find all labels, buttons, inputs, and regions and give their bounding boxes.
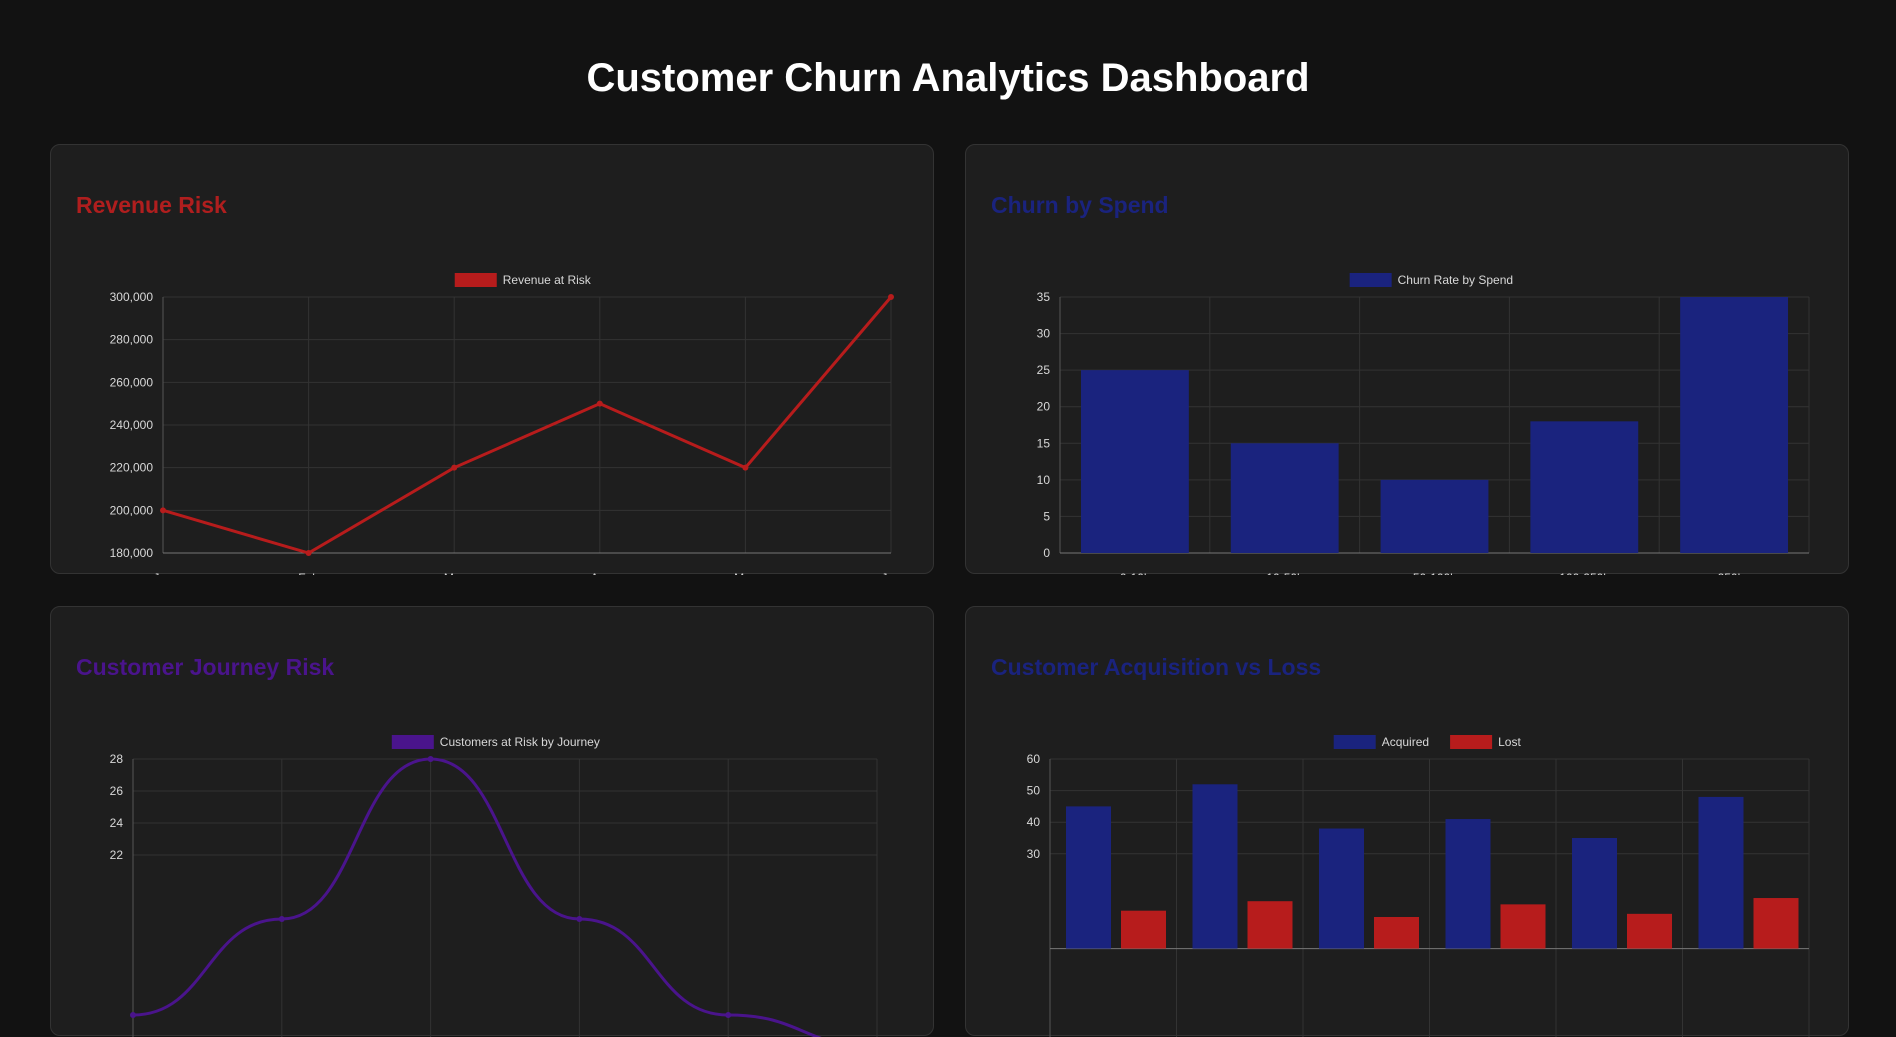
customer-journey-risk-chart[interactable]: Customers at Risk by Journey 28 26 24 22	[51, 607, 935, 1037]
bar-lost-2	[1374, 917, 1419, 949]
bar-lost-4	[1627, 913, 1672, 949]
y-tick-label: 50	[1027, 784, 1041, 798]
legend-label-1: Lost	[1498, 735, 1521, 749]
y-tick-label: 260,000	[110, 375, 154, 389]
x-tick-label: 100-250k	[1559, 571, 1610, 575]
y-tick-label: 20	[1037, 400, 1051, 414]
bar-acquired-0	[1066, 806, 1111, 949]
data-point-	[725, 1012, 732, 1018]
data-point-	[576, 916, 583, 922]
bar-acquired-3	[1445, 819, 1491, 949]
x-tick-label: Apr	[590, 571, 609, 575]
revenue-risk-card: Revenue Risk Revenue at Risk 300,000 280,0…	[50, 144, 935, 575]
data-point-	[427, 756, 434, 762]
card-title: Customer Journey Risk	[76, 654, 335, 680]
revenue-risk-chart[interactable]: Revenue at Risk 300,000 280,000 260,000 240,…	[51, 145, 935, 575]
data-point-Jun	[888, 294, 894, 300]
legend-label-0: Churn Rate by Spend	[1398, 273, 1513, 287]
bar-lost-5	[1753, 898, 1799, 949]
card-title: Revenue Risk	[76, 192, 227, 218]
y-tick-label: 220,000	[110, 461, 154, 475]
bar-churn-rate-by-spend-4	[1680, 297, 1789, 553]
legend-swatch-1	[1450, 735, 1493, 749]
y-tick-label: 180,000	[110, 546, 154, 560]
customer-journey-risk-card: Customer Journey Risk Customers at Risk …	[50, 606, 935, 1037]
legend-swatch-0	[454, 273, 497, 287]
page-title: Customer Churn Analytics Dashboard	[586, 56, 1310, 100]
y-tick-label: 28	[110, 752, 124, 766]
x-tick-label: Jan	[153, 571, 172, 575]
bar-churn-rate-by-spend-0	[1080, 370, 1189, 553]
legend-swatch-0	[391, 735, 434, 749]
legend-label-0: Acquired	[1382, 735, 1429, 749]
y-tick-label: 22	[110, 848, 124, 862]
data-point-May	[742, 464, 749, 471]
data-point-Mar	[451, 464, 458, 471]
y-tick-label: 5	[1043, 509, 1050, 523]
x-tick-label: May	[734, 571, 757, 575]
x-tick-label: 10-50k	[1266, 571, 1304, 575]
y-tick-label: 35	[1037, 290, 1051, 304]
acquisition-vs-loss-chart[interactable]: Acquired Lost 60 50 40 30	[966, 607, 1850, 1037]
bar-lost-1	[1247, 901, 1293, 949]
bar-acquired-2	[1319, 828, 1364, 949]
series-line	[132, 757, 822, 1037]
y-tick-label: 25	[1037, 363, 1051, 377]
data-point-Apr	[596, 400, 603, 407]
data-point-Feb	[305, 550, 312, 557]
x-tick-label: Feb	[298, 571, 319, 575]
y-tick-label: 280,000	[110, 333, 154, 347]
bar-acquired-1	[1192, 784, 1238, 949]
y-tick-label: 0	[1043, 546, 1050, 560]
y-tick-label: 30	[1037, 327, 1051, 341]
y-tick-label: 40	[1027, 815, 1041, 829]
acquisition-vs-loss-card: Customer Acquisition vs Loss Acquired Los…	[965, 606, 1850, 1037]
series-line	[162, 296, 893, 555]
legend-swatch-0	[1333, 735, 1376, 749]
bar-churn-rate-by-spend-1	[1230, 443, 1339, 553]
y-tick-label: 200,000	[110, 503, 154, 517]
y-tick-label: 30	[1027, 847, 1041, 861]
bar-churn-rate-by-spend-2	[1380, 479, 1489, 553]
y-tick-label: 10	[1037, 473, 1051, 487]
x-tick-label: Jun	[881, 571, 900, 575]
legend-swatch-0	[1349, 273, 1392, 287]
data-point-	[130, 1012, 136, 1018]
y-tick-label: 240,000	[110, 418, 154, 432]
y-tick-label: 26	[110, 784, 124, 798]
bar-lost-0	[1121, 910, 1166, 949]
y-tick-label: 24	[110, 816, 124, 830]
y-tick-label: 15	[1037, 436, 1051, 450]
x-tick-label: 250k+	[1718, 571, 1751, 575]
data-point-	[278, 916, 285, 922]
bar-lost-3	[1500, 904, 1546, 949]
x-tick-label: 50-100k	[1413, 571, 1457, 575]
card-title: Churn by Spend	[991, 192, 1169, 218]
bar-acquired-5	[1698, 796, 1744, 949]
y-tick-label: 60	[1027, 752, 1041, 766]
x-tick-label: 0-10k	[1120, 571, 1151, 575]
legend-label-0: Revenue at Risk	[503, 273, 592, 287]
x-tick-label: Mar	[444, 571, 465, 575]
churn-by-spend-card: Churn by Spend Churn Rate by Spend 35 30 25…	[965, 144, 1850, 575]
bar-acquired-4	[1572, 838, 1617, 949]
legend-label-0: Customers at Risk by Journey	[440, 735, 600, 749]
bar-churn-rate-by-spend-3	[1530, 421, 1639, 553]
card-title: Customer Acquisition vs Loss	[991, 654, 1322, 680]
data-point-Jan	[160, 507, 166, 514]
churn-by-spend-chart[interactable]: Churn Rate by Spend 35 30 25 20 15 10 5 0 0-10k 10…	[966, 145, 1850, 575]
y-tick-label: 300,000	[110, 290, 154, 304]
